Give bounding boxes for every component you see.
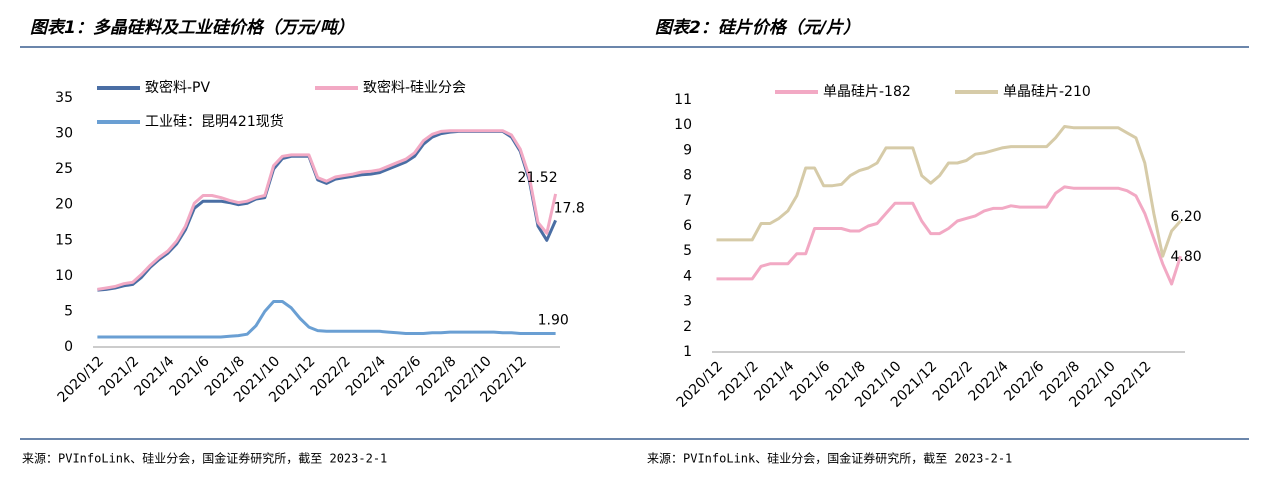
chart-title: 图表1：多晶硅料及工业硅价格（万元/吨） — [30, 18, 354, 38]
legend-label: 工业硅：昆明421现货 — [145, 113, 284, 130]
y-tick-label: 7 — [683, 193, 692, 209]
y-tick-label: 10 — [55, 268, 73, 284]
y-tick-label: 9 — [683, 142, 692, 158]
series-line — [97, 300, 556, 339]
y-tick-label: 11 — [674, 92, 692, 108]
y-tick-label: 8 — [683, 168, 692, 184]
y-tick-label: 10 — [674, 117, 692, 133]
chart-source: 来源：PVInfoLink、硅业分会，国金证券研究所，截至 2023-2-1 — [22, 451, 387, 466]
y-tick-label: 6 — [683, 218, 692, 234]
y-tick-label: 5 — [64, 303, 73, 319]
legend-label: 单晶硅片-210 — [1003, 84, 1091, 100]
data-label: 21.52 — [518, 170, 558, 186]
y-tick-label: 5 — [683, 243, 692, 259]
y-tick-label: 3 — [683, 294, 692, 310]
y-tick-label: 0 — [64, 339, 73, 355]
y-tick-label: 15 — [55, 232, 73, 248]
y-tick-label: 1 — [683, 344, 692, 360]
chart-title: 图表2：硅片价格（元/片） — [655, 18, 860, 38]
series-line — [716, 125, 1182, 258]
series-line — [97, 129, 557, 292]
data-label: 1.90 — [538, 312, 569, 328]
x-tick-label: 2020/12 — [55, 353, 107, 405]
x-tick-label: 2020/12 — [674, 358, 726, 410]
y-tick-label: 4 — [683, 268, 692, 284]
y-tick-label: 35 — [55, 90, 73, 106]
y-tick-label: 2 — [683, 319, 692, 335]
series-line — [716, 185, 1182, 286]
chart-source: 来源：PVInfoLink、硅业分会，国金证券研究所，截至 2023-2-1 — [647, 451, 1012, 466]
legend-label: 致密料-PV — [145, 79, 210, 96]
series-line — [97, 129, 558, 291]
data-label: 4.80 — [1171, 249, 1202, 265]
data-label: 17.8 — [554, 200, 585, 216]
y-tick-label: 25 — [55, 161, 73, 177]
y-tick-label: 20 — [55, 197, 73, 213]
legend-label: 单晶硅片-182 — [823, 84, 911, 100]
y-tick-label: 30 — [55, 126, 73, 142]
data-label: 6.20 — [1171, 209, 1202, 225]
legend-label: 致密料-硅业分会 — [363, 79, 466, 96]
